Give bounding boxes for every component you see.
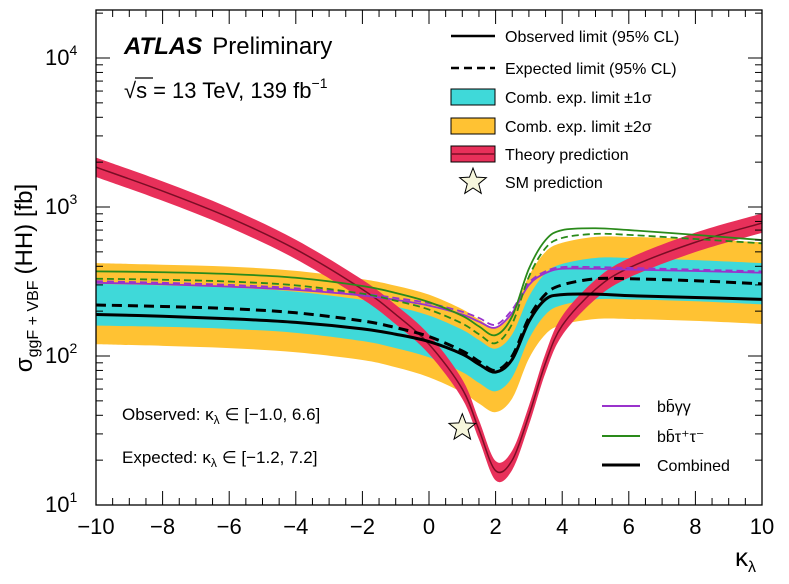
- legend-sm-label: SM prediction: [505, 175, 603, 192]
- y-tick-label: 103: [45, 191, 77, 219]
- sm-prediction-star-icon: [447, 412, 477, 441]
- y-axis-label: σggF + VBF(HH) [fb]: [11, 184, 42, 372]
- legend-expected-label: Expected limit (95% CL): [505, 61, 677, 78]
- legend-bbyy-label: bb̄γγ: [657, 399, 691, 416]
- x-axis-label: κλ: [735, 542, 756, 576]
- x-tick-label: −8: [150, 514, 175, 539]
- y-tick-labels: 101 102 103 104: [45, 42, 77, 517]
- legend-2sigma-label: Comb. exp. limit ±2σ: [505, 119, 652, 136]
- bbtautau-observed-line: [96, 227, 762, 337]
- legend-1sigma-label: Comb. exp. limit ±1σ: [505, 90, 652, 107]
- x-tick-label: 8: [689, 514, 701, 539]
- bbtautau-expected-line: [96, 232, 762, 345]
- axis-ticks: [95, 10, 763, 506]
- x-tick-label: −2: [350, 514, 375, 539]
- bbyy-expected-line: [96, 265, 762, 326]
- legend-observed-label: Observed limit (95% CL): [505, 29, 679, 46]
- x-tick-label: 2: [489, 514, 501, 539]
- legend-1sigma-swatch: [450, 88, 496, 106]
- y-tick-label: 104: [45, 42, 77, 70]
- y-tick-label: 101: [45, 489, 77, 517]
- x-tick-label: 0: [423, 514, 435, 539]
- x-tick-labels: −10 −8 −6 −4 −2 0 2 4 6 8 10: [77, 514, 774, 539]
- y-tick-label: 102: [45, 340, 77, 368]
- x-tick-label: −4: [283, 514, 308, 539]
- combined-observed-line: [96, 292, 762, 374]
- observed-range-annotation: Observed: κλ ∈ [−1.0, 6.6]: [122, 405, 320, 427]
- x-tick-label: −10: [77, 514, 114, 539]
- legend-bottom: bb̄γγ bb̄τ⁺τ⁻ Combined: [602, 399, 730, 475]
- legend-2sigma-swatch: [450, 117, 496, 135]
- energy-lumi-label: √s = 13 TeV, 139 fb−1: [124, 75, 328, 103]
- x-tick-label: −6: [217, 514, 242, 539]
- experiment-title: ATLAS Preliminary: [123, 33, 332, 60]
- legend-combined-label: Combined: [657, 458, 730, 475]
- x-tick-label: 4: [556, 514, 568, 539]
- theory-band: [96, 157, 762, 483]
- bbyy-observed-line: [96, 267, 762, 329]
- legend-sm-star-icon: [458, 166, 488, 195]
- legend-top: Observed limit (95% CL) Expected limit (…: [450, 29, 679, 195]
- x-tick-label: 6: [623, 514, 635, 539]
- x-tick-label: 10: [750, 514, 774, 539]
- combined-expected-line: [96, 276, 762, 372]
- expected-range-annotation: Expected: κλ ∈ [−1.2, 7.2]: [122, 448, 317, 470]
- legend-bbtautau-label: bb̄τ⁺τ⁻: [657, 429, 704, 446]
- legend-theory-label: Theory prediction: [505, 147, 629, 164]
- theory-line: [96, 166, 762, 474]
- data-layer: [96, 157, 762, 483]
